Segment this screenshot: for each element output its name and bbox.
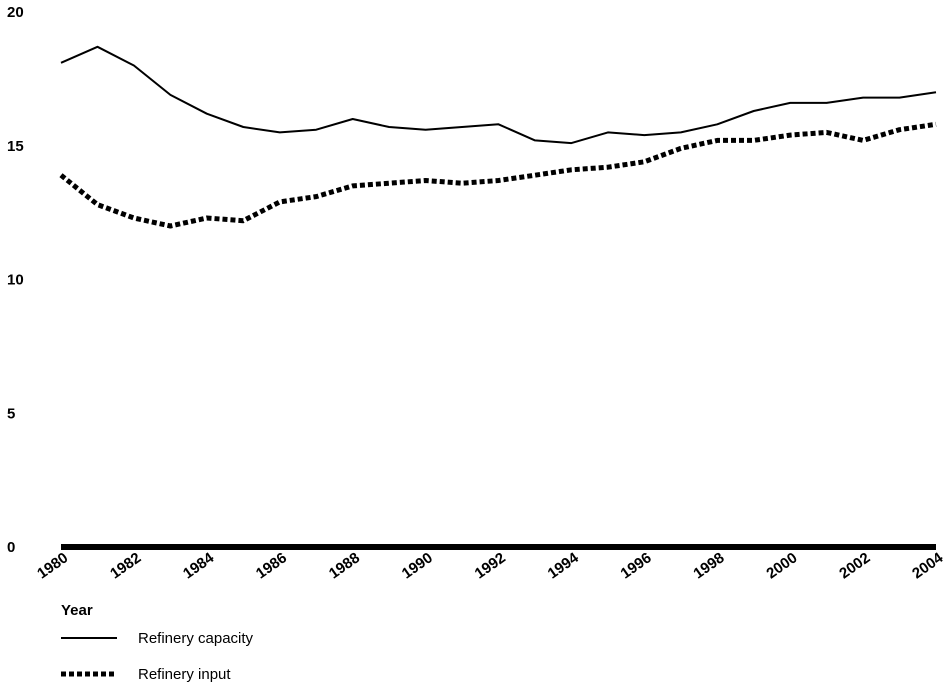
x-tick-label: 1990 — [399, 549, 436, 582]
x-tick-label: 1988 — [326, 549, 363, 582]
x-tick-label: 2000 — [763, 549, 800, 582]
y-tick-label: 10 — [7, 272, 24, 289]
x-tick-label: 2002 — [836, 549, 873, 582]
x-tick-label: 2004 — [909, 549, 944, 582]
y-tick-label: 20 — [7, 4, 24, 21]
x-axis-title: Year — [61, 602, 93, 619]
x-tick-label: 1994 — [545, 549, 583, 582]
x-tick-label: 1980 — [34, 549, 71, 582]
x-tick-label: 1996 — [618, 549, 655, 582]
legend-label: Refinery capacity — [138, 630, 254, 647]
series-line-refinery-input — [59, 121, 937, 229]
legend-label: Refinery input — [138, 666, 231, 683]
series-line-refinery-capacity — [60, 45, 937, 145]
x-tick-label: 1986 — [253, 549, 290, 582]
y-tick-label: 0 — [7, 539, 15, 556]
x-tick-label: 1998 — [690, 549, 727, 582]
x-tick-label: 1984 — [180, 549, 218, 582]
x-tick-label: 1982 — [107, 549, 144, 582]
x-tick-label: 1992 — [472, 549, 509, 582]
y-tick-label: 5 — [7, 405, 15, 422]
y-tick-label: 15 — [7, 138, 24, 155]
